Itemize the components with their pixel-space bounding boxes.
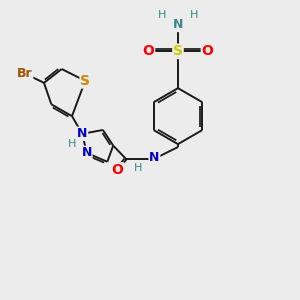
Text: O: O [202, 44, 213, 58]
Text: S: S [173, 44, 183, 58]
Text: N: N [149, 152, 160, 164]
Text: O: O [142, 44, 154, 58]
Text: H: H [134, 163, 142, 173]
Text: N: N [82, 146, 92, 159]
Text: S: S [80, 74, 90, 88]
Text: Br: Br [17, 67, 33, 80]
Text: N: N [77, 127, 88, 140]
Text: O: O [112, 163, 124, 177]
Text: N: N [173, 18, 183, 32]
Text: H: H [158, 10, 166, 20]
Text: H: H [190, 10, 198, 20]
Text: H: H [68, 139, 76, 149]
